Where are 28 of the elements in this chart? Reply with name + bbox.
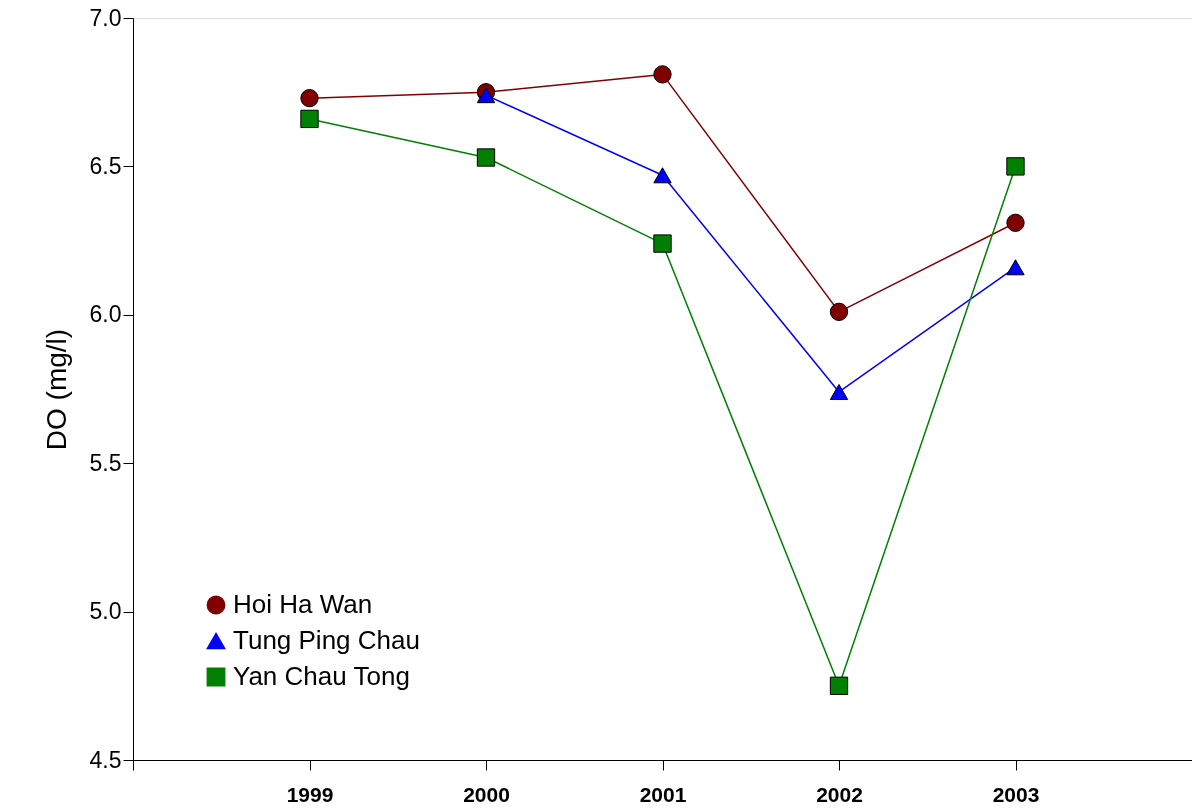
legend-label: Yan Chau Tong xyxy=(233,661,410,691)
point xyxy=(829,302,849,321)
y-axis-title: DO (mg/l) xyxy=(40,328,72,451)
point xyxy=(476,87,496,104)
point xyxy=(300,88,319,108)
point xyxy=(829,676,849,695)
legend-label: Hoi Ha Wan xyxy=(233,589,373,619)
y-tick-label: 7.0 xyxy=(89,4,122,31)
y-tick-label: 4.5 xyxy=(89,746,122,773)
point xyxy=(1006,259,1025,276)
point xyxy=(653,234,672,253)
point xyxy=(653,167,672,184)
x-tick-label: 2001 xyxy=(639,782,687,806)
y-tick-label: 5.0 xyxy=(89,598,122,625)
x-tick-label: 2003 xyxy=(992,782,1040,806)
y-tick-label: 5.5 xyxy=(89,449,122,476)
point xyxy=(476,148,496,167)
x-tick-label: 2000 xyxy=(463,782,510,806)
point xyxy=(300,109,319,129)
y-tick-label: 6.5 xyxy=(89,152,122,179)
point xyxy=(829,383,849,400)
point xyxy=(653,65,672,84)
point xyxy=(1006,213,1025,232)
legend-label: Tung Ping Chau xyxy=(233,625,420,655)
x-tick-label: 1999 xyxy=(286,782,334,806)
x-tick-label: 2002 xyxy=(816,782,863,806)
y-tick-label: 6.0 xyxy=(89,301,122,328)
point xyxy=(1006,157,1025,176)
